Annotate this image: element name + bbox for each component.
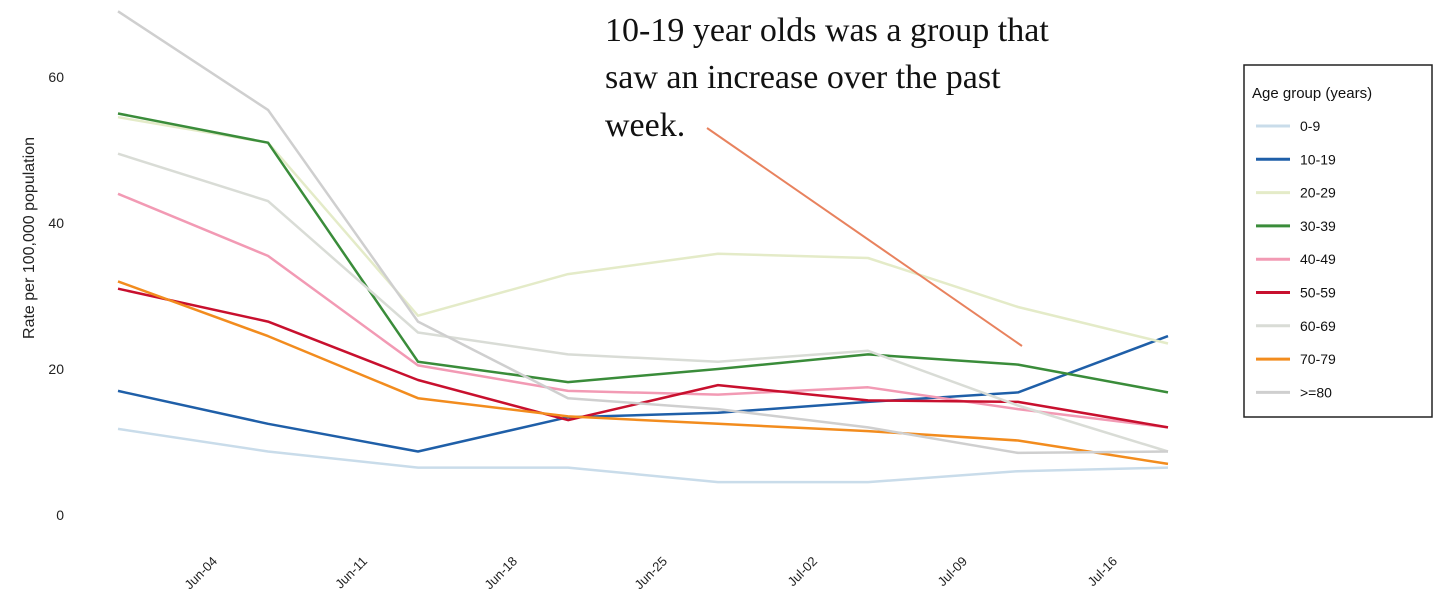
- y-tick-label: 0: [56, 507, 64, 523]
- annotation: 10-19 year olds was a group that saw an …: [605, 12, 1049, 144]
- x-tick-label: Jun-04: [181, 554, 220, 593]
- series-layer: [117, 10, 1169, 484]
- legend-items: 0-9 10-19 20-29 30-39 40-49 50-59 60-69 70-79 >=…: [1256, 118, 1336, 400]
- x-tick-label: Jul-02: [784, 554, 820, 590]
- legend-label: 20-29: [1300, 185, 1336, 201]
- legend: Age group (years) 0-9 10-19 20-29 30-39 40-4…: [1243, 64, 1433, 418]
- x-tick-label: Jun-11: [332, 554, 370, 592]
- annotation-line-3: week.: [605, 107, 685, 144]
- legend-label: 30-39: [1300, 218, 1336, 234]
- y-tick-label: 20: [48, 361, 64, 377]
- x-tick-label: Jul-16: [1084, 554, 1120, 590]
- legend-label: 0-9: [1300, 118, 1320, 134]
- x-tick-label: Jun-18: [481, 554, 520, 593]
- y-tick-label: 60: [48, 69, 64, 85]
- legend-label: 50-59: [1300, 285, 1336, 301]
- x-axis: Jun-04 Jun-11 Jun-18 Jun-25 Jul-02 Jul-09 Jul-…: [181, 554, 1120, 593]
- annotation-line-2: saw an increase over the past: [605, 59, 1001, 96]
- legend-label: 10-19: [1300, 151, 1336, 167]
- annotation-arrow: [706, 127, 1023, 347]
- series-line: [117, 152, 1169, 453]
- legend-label: 70-79: [1300, 351, 1336, 367]
- series-line: [117, 427, 1169, 484]
- series-line: [117, 192, 1169, 429]
- series-line: [117, 334, 1169, 453]
- annotation-line-1: 10-19 year olds was a group that: [605, 12, 1049, 49]
- legend-box: [1243, 64, 1433, 418]
- legend-label: >=80: [1300, 384, 1332, 400]
- x-tick-label: Jul-09: [934, 554, 970, 590]
- legend-title: Age group (years): [1252, 85, 1372, 102]
- series-line: [117, 112, 1169, 394]
- legend-label: 60-69: [1300, 318, 1336, 334]
- y-axis-label: Rate per 100,000 population: [21, 137, 38, 339]
- series-line: [117, 115, 1169, 345]
- x-tick-label: Jun-25: [631, 554, 670, 593]
- series-line: [117, 280, 1169, 466]
- series-line: [117, 10, 1169, 455]
- legend-label: 40-49: [1300, 251, 1336, 267]
- y-axis: 0 20 40 60: [48, 69, 64, 523]
- y-tick-label: 40: [48, 215, 64, 231]
